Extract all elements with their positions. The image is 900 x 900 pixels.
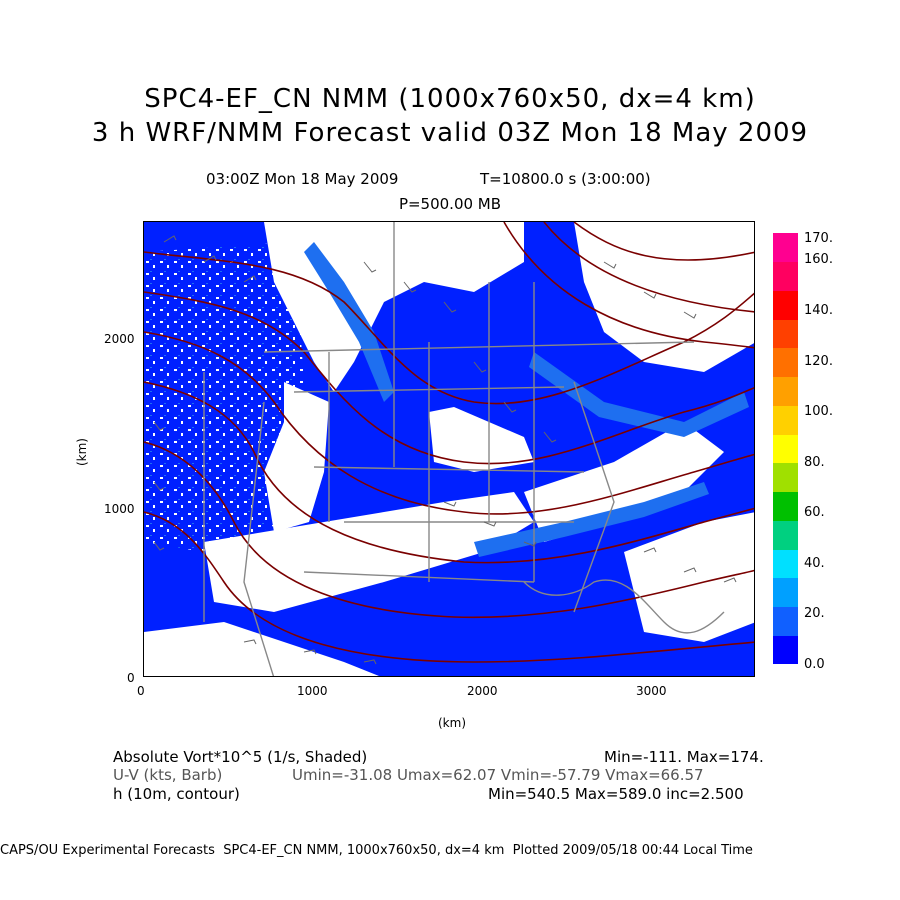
colorbar-swatch <box>773 520 798 550</box>
colorbar-label: 40. <box>804 556 825 571</box>
colorbar-swatch <box>773 347 798 378</box>
vorticity-label: Absolute Vort*10^5 (1/s, Shaded) <box>113 748 368 766</box>
political-boundaries <box>203 222 725 676</box>
valid-time: 03:00Z Mon 18 May 2009 <box>206 170 399 188</box>
y-tick-2000: 2000 <box>104 332 135 346</box>
chart-title-line2: 3 h WRF/NMM Forecast valid 03Z Mon 18 Ma… <box>91 118 809 148</box>
colorbar-swatch <box>773 491 798 521</box>
height-stats: Min=540.5 Max=589.0 inc=2.500 <box>488 785 744 803</box>
vorticity-speckled-west <box>144 242 304 552</box>
colorbar-label: 80. <box>804 455 825 470</box>
colorbar-swatch <box>773 606 798 636</box>
colorbar-swatch <box>773 635 798 665</box>
wind-label: U-V (kts, Barb) <box>113 766 223 784</box>
colorbar-label: 100. <box>804 404 833 419</box>
colorbar-swatch <box>773 577 798 608</box>
colorbar-swatch <box>773 405 798 435</box>
colorbar-label: 120. <box>804 354 833 369</box>
y-tick-1000: 1000 <box>104 502 135 516</box>
colorbar-label: 160. <box>804 252 833 267</box>
low-vort-central <box>429 407 534 472</box>
low-vort-west <box>264 382 329 532</box>
y-tick-0: 0 <box>127 671 135 685</box>
colorbar-swatch <box>773 290 798 320</box>
colorbar-swatch <box>773 434 798 464</box>
vort-ribbon-3 <box>474 482 709 557</box>
chart-title-line1: SPC4-EF_CN NMM (1000x760x50, dx=4 km) <box>144 84 756 114</box>
colorbar-swatch <box>773 261 798 291</box>
low-vort-atlantic <box>624 512 754 642</box>
pressure-level: P=500.00 MB <box>398 195 502 213</box>
colorbar-swatch <box>773 549 798 579</box>
x-tick-3000: 3000 <box>636 684 667 698</box>
colorbar-label: 170. <box>804 231 833 246</box>
colorbar-swatch <box>773 233 798 263</box>
x-tick-0: 0 <box>137 684 145 698</box>
x-axis-label: (km) <box>438 716 467 730</box>
low-vort-southwest <box>144 622 379 676</box>
x-tick-2000: 2000 <box>467 684 498 698</box>
wind-barbs <box>153 235 737 665</box>
colorbar-label: 140. <box>804 303 833 318</box>
y-axis-label: (km) <box>75 437 90 467</box>
vorticity-stats: Min=-111. Max=174. <box>604 748 764 766</box>
map-plot <box>143 221 755 677</box>
vort-ribbon-2 <box>529 352 749 437</box>
colorbar-swatch <box>773 376 798 406</box>
colorbar-swatch <box>773 462 798 493</box>
x-tick-1000: 1000 <box>297 684 328 698</box>
colorbar-label: 60. <box>804 505 825 520</box>
vort-ribbon-1 <box>304 242 394 402</box>
colorbar-label: 0.0 <box>804 657 825 672</box>
map-canvas <box>144 222 754 676</box>
colorbar-swatch <box>773 319 798 349</box>
wind-stats: Umin=-31.08 Umax=62.07 Vmin=-57.79 Vmax=… <box>292 766 704 784</box>
colorbar-label: 20. <box>804 606 825 621</box>
elapsed-time: T=10800.0 s (3:00:00) <box>480 170 651 188</box>
height-label: h (10m, contour) <box>113 785 240 803</box>
footer-caption: CAPS/OU Experimental Forecasts SPC4-EF_C… <box>0 843 753 858</box>
low-vort-southeast-band <box>524 422 724 542</box>
